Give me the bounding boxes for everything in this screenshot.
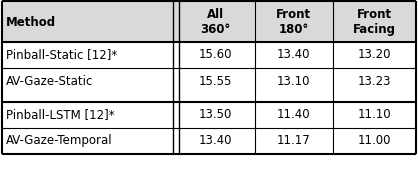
Bar (2, 2, 416, 42)
Text: 15.60: 15.60 (199, 49, 232, 62)
Text: 11.17: 11.17 (277, 134, 311, 147)
Text: 13.40: 13.40 (277, 49, 311, 62)
Text: 11.40: 11.40 (277, 108, 311, 121)
Text: AV-Gaze-Static: AV-Gaze-Static (6, 74, 94, 88)
Text: All
360°: All 360° (200, 8, 230, 36)
Text: 15.55: 15.55 (199, 74, 232, 88)
Bar (2, 42, 416, 153)
Text: 13.40: 13.40 (199, 134, 232, 147)
Text: AV-Gaze-Temporal: AV-Gaze-Temporal (6, 134, 113, 147)
Text: Front
Facing: Front Facing (353, 8, 396, 36)
Text: Pinball-Static [12]*: Pinball-Static [12]* (6, 49, 117, 62)
Text: 13.23: 13.23 (358, 74, 391, 88)
Text: 11.00: 11.00 (358, 134, 391, 147)
Text: Method: Method (6, 15, 56, 29)
Text: 13.10: 13.10 (277, 74, 311, 88)
Text: Front
180°: Front 180° (276, 8, 311, 36)
Text: 13.20: 13.20 (358, 49, 391, 62)
Text: 11.10: 11.10 (358, 108, 391, 121)
Text: Pinball-LSTM [12]*: Pinball-LSTM [12]* (6, 108, 115, 121)
Text: 13.50: 13.50 (199, 108, 232, 121)
